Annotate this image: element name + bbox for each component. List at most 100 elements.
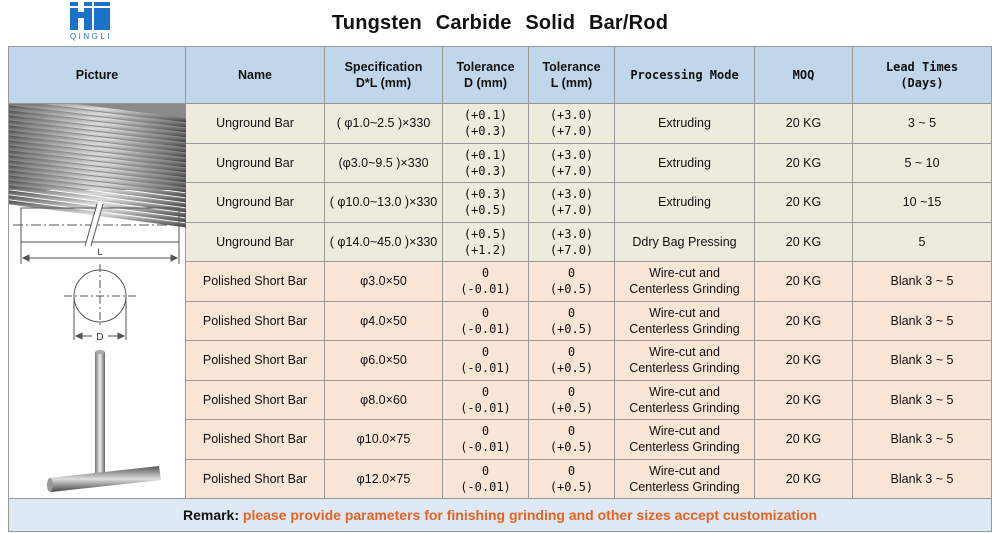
cell-name: Unground Bar: [185, 142, 325, 183]
cell-tolerance-d: 0 (-0.01): [442, 340, 529, 381]
page-title: Tungsten Carbide Solid Bar/Rod: [331, 12, 669, 34]
cell-name: Unground Bar: [185, 221, 325, 262]
cell-tolerance-l: 0 (+0.5): [528, 379, 615, 420]
cell-processing-mode: Extruding: [614, 142, 755, 183]
product-pictures: L D: [8, 103, 186, 499]
cell-name: Polished Short Bar: [185, 261, 325, 302]
cell-tolerance-l: 0 (+0.5): [528, 261, 615, 302]
cell-lead-time: 10 ~15: [852, 182, 992, 223]
brand-logo: QINGLI: [60, 2, 122, 44]
cell-tolerance-d: (+0.3) (+0.5): [442, 182, 529, 223]
header-tolerance-d: Tolerance D (mm): [442, 46, 529, 104]
header-moq: MOQ: [754, 46, 853, 104]
cell-moq: 20 KG: [754, 419, 853, 460]
cell-moq: 20 KG: [754, 340, 853, 381]
table-row: Unground Bar( φ10.0~13.0 )×330 (+0.3) (+0.…: [9, 182, 992, 223]
product-table: Picture Name Specification D*L (mm) Toler…: [8, 46, 992, 532]
cell-name: Polished Short Bar: [185, 300, 325, 341]
header-picture: Picture: [8, 46, 186, 104]
cell-specification: φ10.0×75: [324, 419, 443, 460]
cell-tolerance-l: 0 (+0.5): [528, 300, 615, 341]
cell-tolerance-d: 0 (-0.01): [442, 261, 529, 302]
cell-tolerance-l: (+3.0) (+7.0): [528, 103, 615, 144]
header-lead-times: Lead Times (Days): [852, 46, 992, 104]
cell-specification: φ3.0×50: [324, 261, 443, 302]
cell-name: Polished Short Bar: [185, 458, 325, 499]
cell-tolerance-d: 0 (-0.01): [442, 379, 529, 420]
cell-processing-mode: Ddry Bag Pressing: [614, 221, 755, 262]
diameter-label: D: [96, 332, 103, 343]
rod-side-drawing: [13, 201, 185, 264]
cell-name: Polished Short Bar: [185, 379, 325, 420]
cell-specification: ( φ10.0~13.0 )×330: [324, 182, 443, 223]
cell-name: Unground Bar: [185, 182, 325, 223]
cell-lead-time: Blank 3 ~ 5: [852, 419, 992, 460]
cell-processing-mode: Wire-cut and Centerless Grinding: [614, 458, 755, 499]
cell-lead-time: 5 ~ 10: [852, 142, 992, 183]
rod-bundle-photo: [9, 104, 186, 228]
cell-tolerance-d: 0 (-0.01): [442, 300, 529, 341]
bar-drawings-icon: L D: [9, 104, 186, 492]
cell-tolerance-l: (+3.0) (+7.0): [528, 182, 615, 223]
cell-processing-mode: Extruding: [614, 182, 755, 223]
table-row: Unground Bar (φ3.0~9.5 )×330 (+0.1) (+0.3)(…: [9, 142, 992, 183]
cell-tolerance-l: 0 (+0.5): [528, 340, 615, 381]
qingli-logo-icon: [70, 2, 110, 30]
remark-row: Remark: please provide parameters for fi…: [8, 498, 992, 532]
remark-label: Remark:: [182, 507, 239, 523]
cell-tolerance-l: 0 (+0.5): [528, 458, 615, 499]
cell-lead-time: Blank 3 ~ 5: [852, 340, 992, 381]
cell-processing-mode: Wire-cut and Centerless Grinding: [614, 261, 755, 302]
cell-processing-mode: Extruding: [614, 103, 755, 144]
cell-specification: φ6.0×50: [324, 340, 443, 381]
cell-moq: 20 KG: [754, 221, 853, 262]
cell-tolerance-d: 0 (-0.01): [442, 419, 529, 460]
cell-tolerance-d: 0 (-0.01): [442, 458, 529, 499]
cell-specification: (φ3.0~9.5 )×330: [324, 142, 443, 183]
cell-processing-mode: Wire-cut and Centerless Grinding: [614, 340, 755, 381]
cell-tolerance-d: (+0.5) (+1.2): [442, 221, 529, 262]
rod-section-drawing: [64, 264, 136, 340]
table-row: Polished Short Bar φ4.0×50 0 (-0.01) 0 (+0.5)…: [9, 300, 992, 341]
cell-lead-time: 3 ~ 5: [852, 103, 992, 144]
length-label: L: [97, 247, 102, 257]
cell-moq: 20 KG: [754, 261, 853, 302]
cell-moq: 20 KG: [754, 300, 853, 341]
cell-moq: 20 KG: [754, 182, 853, 223]
cell-lead-time: 5: [852, 221, 992, 262]
cell-specification: φ12.0×75: [324, 458, 443, 499]
cell-moq: 20 KG: [754, 379, 853, 420]
header-tolerance-l: Tolerance L (mm): [528, 46, 615, 104]
cell-name: Unground Bar: [185, 103, 325, 144]
cell-specification: φ4.0×50: [324, 300, 443, 341]
cell-lead-time: Blank 3 ~ 5: [852, 379, 992, 420]
cell-lead-time: Blank 3 ~ 5: [852, 300, 992, 341]
cell-processing-mode: Wire-cut and Centerless Grinding: [614, 379, 755, 420]
cell-moq: 20 KG: [754, 142, 853, 183]
brand-name: QINGLI: [69, 32, 113, 41]
table-row: Polished Short Bar φ8.0×60 0 (-0.01) 0 (+0.5)…: [9, 379, 992, 420]
cell-lead-time: Blank 3 ~ 5: [852, 458, 992, 499]
cell-tolerance-l: (+3.0) (+7.0): [528, 142, 615, 183]
cell-specification: ( φ1.0~2.5 )×330: [324, 103, 443, 144]
cell-tolerance-d: (+0.1) (+0.3): [442, 103, 529, 144]
header-processing-mode: Processing Mode: [614, 46, 755, 104]
table-row: Polished Short Bar φ10.0×75 0 (-0.01) 0 (+0.5…: [9, 419, 992, 460]
cell-processing-mode: Wire-cut and Centerless Grinding: [614, 419, 755, 460]
cell-tolerance-d: (+0.1) (+0.3): [442, 142, 529, 183]
cell-tolerance-l: 0 (+0.5): [528, 419, 615, 460]
table-row: L D Unground Bar( φ1.0~2.5 )×330 (+0.1) (+…: [8, 103, 992, 499]
cell-processing-mode: Wire-cut and Centerless Grinding: [614, 300, 755, 341]
cell-name: Polished Short Bar: [185, 419, 325, 460]
header-specification: Specification D*L (mm): [324, 46, 443, 104]
remark-text: please provide parameters for finishing …: [239, 507, 818, 523]
cell-specification: ( φ14.0~45.0 )×330: [324, 221, 443, 262]
polished-bar-photo: [47, 350, 161, 492]
cell-tolerance-l: (+3.0) (+7.0): [528, 221, 615, 262]
cell-moq: 20 KG: [754, 458, 853, 499]
header-name: Name: [185, 46, 325, 104]
cell-lead-time: Blank 3 ~ 5: [852, 261, 992, 302]
table-row: Polished Short Bar φ6.0×50 0 (-0.01) 0 (+0.5)…: [9, 340, 992, 381]
table-row: Polished Short Bar φ12.0×75 0 (-0.01) 0 (+0.5…: [9, 458, 992, 499]
cell-moq: 20 KG: [754, 103, 853, 144]
